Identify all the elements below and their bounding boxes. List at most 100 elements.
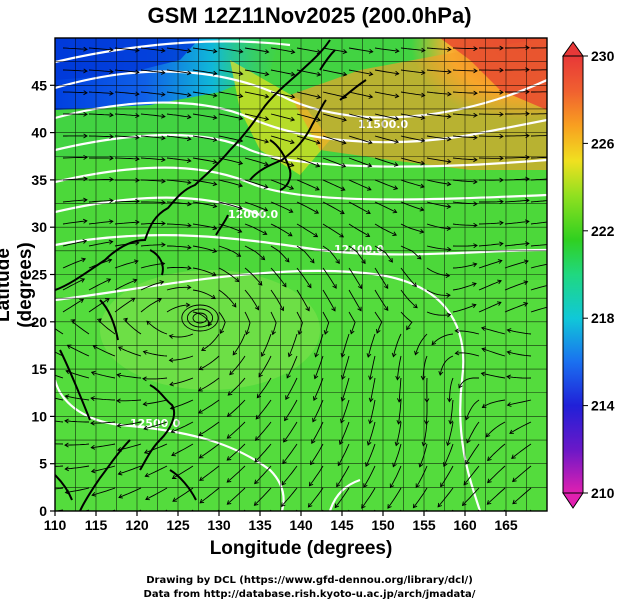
streamline [65, 465, 90, 470]
streamline [448, 377, 454, 402]
streamline [244, 267, 263, 286]
streamline-arrowhead [116, 372, 122, 378]
streamline-arrowhead [496, 301, 502, 306]
streamline [374, 267, 389, 289]
streamline-arrowhead [117, 346, 123, 351]
streamline-arrowhead [393, 162, 399, 167]
x-tick-label: 155 [412, 517, 436, 533]
streamline-arrowhead [368, 375, 374, 381]
streamline-arrowhead [238, 182, 244, 188]
streamline [114, 47, 139, 51]
streamline-arrowhead [552, 46, 555, 50]
streamline [452, 282, 477, 291]
streamline-arrowhead [245, 330, 250, 336]
streamline [62, 47, 88, 50]
streamline-arrowhead [109, 219, 114, 225]
streamline [140, 113, 165, 118]
streamline-arrowhead [83, 133, 88, 139]
streamline [88, 69, 113, 73]
streamline [462, 487, 480, 506]
streamline [463, 465, 480, 486]
streamline [455, 330, 480, 335]
streamline-arrowhead [454, 350, 460, 356]
streamline [270, 157, 294, 167]
streamline-arrowhead [157, 298, 162, 303]
streamline [400, 289, 418, 309]
streamline [286, 355, 298, 379]
streamline [171, 421, 194, 433]
streamline [452, 47, 478, 50]
streamline [172, 465, 194, 479]
streamline [55, 420, 64, 423]
streamline [258, 355, 272, 378]
streamline-arrowhead [271, 330, 276, 336]
streamline-arrowhead [314, 186, 320, 191]
streamline [114, 69, 139, 73]
streamline-arrowhead [472, 262, 478, 268]
streamline-arrowhead [212, 225, 218, 231]
contour-label: 12500.0 [130, 417, 180, 430]
streamline [192, 311, 211, 327]
streamline [336, 465, 350, 487]
streamline-arrowhead [83, 176, 88, 182]
colorbar-tick-label: 226 [591, 135, 615, 151]
streamline [452, 91, 478, 94]
streamline [339, 421, 350, 445]
streamline [270, 201, 293, 213]
streamline-arrowhead [257, 281, 263, 286]
streamline [348, 311, 356, 334]
streamline-arrowhead [229, 370, 234, 376]
streamline [400, 135, 425, 142]
streamline-arrowhead [383, 306, 389, 312]
streamline-arrowhead [458, 383, 463, 389]
streamline [341, 355, 350, 380]
streamline [296, 223, 318, 238]
streamline [437, 487, 454, 508]
streamline [114, 113, 139, 117]
streamline-arrowhead [135, 91, 140, 97]
streamline-arrowhead [446, 136, 452, 142]
streamline [322, 245, 340, 264]
streamline-arrowhead [525, 67, 530, 73]
streamline [426, 135, 451, 140]
streamline-arrowhead [135, 69, 140, 75]
streamline [348, 47, 373, 53]
streamline-arrowhead [506, 350, 512, 356]
streamline [254, 465, 272, 484]
streamline-arrowhead [487, 456, 492, 462]
streamline-arrowhead [82, 218, 88, 224]
streamline-arrowhead [254, 457, 260, 463]
streamline-arrowhead [238, 137, 244, 143]
streamline-arrowhead [186, 158, 192, 164]
streamline-arrowhead [70, 319, 76, 324]
streamline [244, 113, 269, 120]
streamline [504, 220, 529, 225]
streamline-arrowhead [65, 369, 71, 375]
streamline [530, 135, 547, 137]
streamline [88, 220, 113, 225]
streamline [244, 289, 259, 310]
streamline-arrowhead [473, 46, 478, 52]
streamline [244, 245, 265, 260]
streamline-arrowhead [212, 248, 218, 254]
y-tick-label: 20 [31, 314, 47, 330]
streamline [348, 179, 372, 191]
streamline [447, 421, 454, 446]
streamline [312, 399, 324, 422]
streamline-arrowhead [284, 257, 290, 263]
streamline-arrowhead [159, 280, 165, 285]
streamline [62, 178, 88, 181]
streamline [390, 465, 402, 488]
streamline-arrowhead [212, 48, 218, 54]
x-tick-label: 130 [207, 517, 231, 533]
streamline [140, 298, 162, 313]
streamline [114, 157, 140, 160]
streamline-arrowhead [238, 48, 244, 54]
streamline-arrowhead [187, 222, 192, 228]
streamline [218, 245, 241, 257]
streamline-arrowhead [412, 282, 417, 288]
streamline-arrowhead [446, 246, 452, 252]
streamline-arrowhead [281, 524, 285, 528]
streamline [71, 319, 90, 335]
streamline-arrowhead [342, 49, 348, 55]
